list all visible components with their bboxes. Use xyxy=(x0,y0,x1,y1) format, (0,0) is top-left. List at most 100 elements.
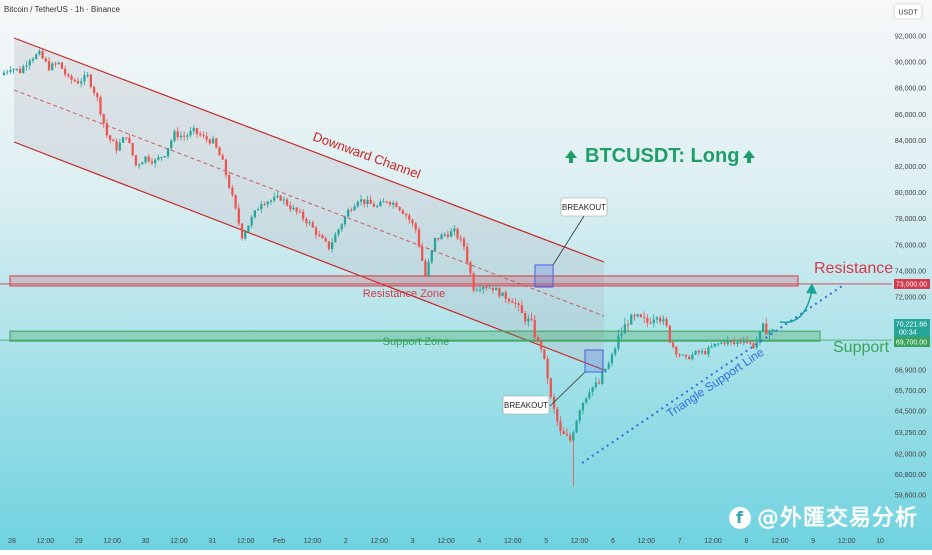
candle[interactable] xyxy=(626,319,630,332)
candle[interactable] xyxy=(157,154,160,161)
candle[interactable] xyxy=(208,137,211,146)
candle[interactable] xyxy=(729,340,733,346)
candle[interactable] xyxy=(337,228,340,237)
candle[interactable] xyxy=(128,134,131,144)
candle[interactable] xyxy=(559,416,562,436)
support-zone[interactable] xyxy=(9,330,821,342)
candle[interactable] xyxy=(655,316,659,324)
candle[interactable] xyxy=(453,225,456,236)
candle[interactable] xyxy=(273,192,276,203)
candle[interactable] xyxy=(569,432,572,443)
candle[interactable] xyxy=(228,171,231,190)
candle[interactable] xyxy=(22,64,25,74)
candle[interactable] xyxy=(720,341,723,345)
candle[interactable] xyxy=(28,58,31,70)
candle[interactable] xyxy=(395,201,398,208)
candle[interactable] xyxy=(427,258,430,278)
candle[interactable] xyxy=(771,328,774,334)
candle[interactable] xyxy=(205,132,208,143)
candle[interactable] xyxy=(578,408,581,424)
candle[interactable] xyxy=(507,297,511,305)
currency-button[interactable] xyxy=(893,3,923,20)
candle[interactable] xyxy=(585,397,588,404)
candle[interactable] xyxy=(392,200,395,209)
candle[interactable] xyxy=(768,328,771,341)
candle[interactable] xyxy=(76,77,80,84)
candle[interactable] xyxy=(170,139,173,151)
candle[interactable] xyxy=(240,222,244,241)
candle[interactable] xyxy=(736,341,739,347)
candle[interactable] xyxy=(379,199,382,207)
candle[interactable] xyxy=(192,125,195,135)
candle[interactable] xyxy=(466,243,469,265)
candle[interactable] xyxy=(347,207,350,217)
candle[interactable] xyxy=(38,49,41,56)
candle[interactable] xyxy=(279,194,282,202)
candle[interactable] xyxy=(189,126,192,138)
candle[interactable] xyxy=(514,298,517,309)
candle[interactable] xyxy=(99,95,102,117)
candle[interactable] xyxy=(527,314,530,327)
candle[interactable] xyxy=(324,236,327,243)
candle[interactable] xyxy=(382,198,385,203)
candle[interactable] xyxy=(433,237,437,253)
candle[interactable] xyxy=(80,77,83,88)
candle[interactable] xyxy=(44,56,47,63)
candle[interactable] xyxy=(334,232,337,243)
candle[interactable] xyxy=(231,185,234,197)
candle[interactable] xyxy=(649,317,652,325)
candle[interactable] xyxy=(369,195,372,204)
candle[interactable] xyxy=(630,313,633,325)
candle[interactable] xyxy=(202,131,205,139)
candle[interactable] xyxy=(73,77,76,83)
price-marker[interactable] xyxy=(894,319,930,337)
candle[interactable] xyxy=(134,154,138,167)
candle[interactable] xyxy=(652,313,655,328)
candle[interactable] xyxy=(430,249,433,265)
candle[interactable] xyxy=(60,61,64,70)
candle[interactable] xyxy=(456,227,459,241)
candle[interactable] xyxy=(697,349,700,356)
candle[interactable] xyxy=(25,61,28,71)
channel-lower-line[interactable] xyxy=(13,141,605,371)
candle[interactable] xyxy=(211,135,215,145)
candle[interactable] xyxy=(459,235,462,243)
candle[interactable] xyxy=(102,113,105,128)
candle[interactable] xyxy=(437,237,440,242)
candle[interactable] xyxy=(417,226,421,249)
candle[interactable] xyxy=(359,194,363,206)
candle[interactable] xyxy=(482,285,485,294)
candle[interactable] xyxy=(35,53,38,60)
candle[interactable] xyxy=(54,61,57,68)
candle[interactable] xyxy=(716,342,720,347)
candle[interactable] xyxy=(749,341,752,345)
candle[interactable] xyxy=(125,137,128,141)
candle[interactable] xyxy=(739,337,742,345)
candle[interactable] xyxy=(604,368,607,373)
candle[interactable] xyxy=(269,199,273,205)
candle[interactable] xyxy=(765,318,768,335)
candle[interactable] xyxy=(215,137,218,149)
candle[interactable] xyxy=(633,313,636,321)
candle[interactable] xyxy=(18,65,22,74)
candle[interactable] xyxy=(388,200,392,207)
candle[interactable] xyxy=(109,134,112,144)
candle[interactable] xyxy=(726,335,729,347)
candle[interactable] xyxy=(131,142,134,157)
candle[interactable] xyxy=(179,131,183,141)
candle[interactable] xyxy=(565,428,569,437)
candle[interactable] xyxy=(549,377,552,399)
candle[interactable] xyxy=(118,138,121,152)
candle[interactable] xyxy=(176,127,179,141)
candle[interactable] xyxy=(733,337,736,346)
candle[interactable] xyxy=(282,196,285,205)
candle[interactable] xyxy=(141,161,144,165)
candle[interactable] xyxy=(646,314,649,328)
candle[interactable] xyxy=(449,227,453,238)
candle[interactable] xyxy=(350,207,353,213)
candle[interactable] xyxy=(137,162,141,169)
candle[interactable] xyxy=(366,195,369,208)
candle[interactable] xyxy=(678,353,681,358)
candle[interactable] xyxy=(144,156,147,165)
candle[interactable] xyxy=(298,208,302,214)
